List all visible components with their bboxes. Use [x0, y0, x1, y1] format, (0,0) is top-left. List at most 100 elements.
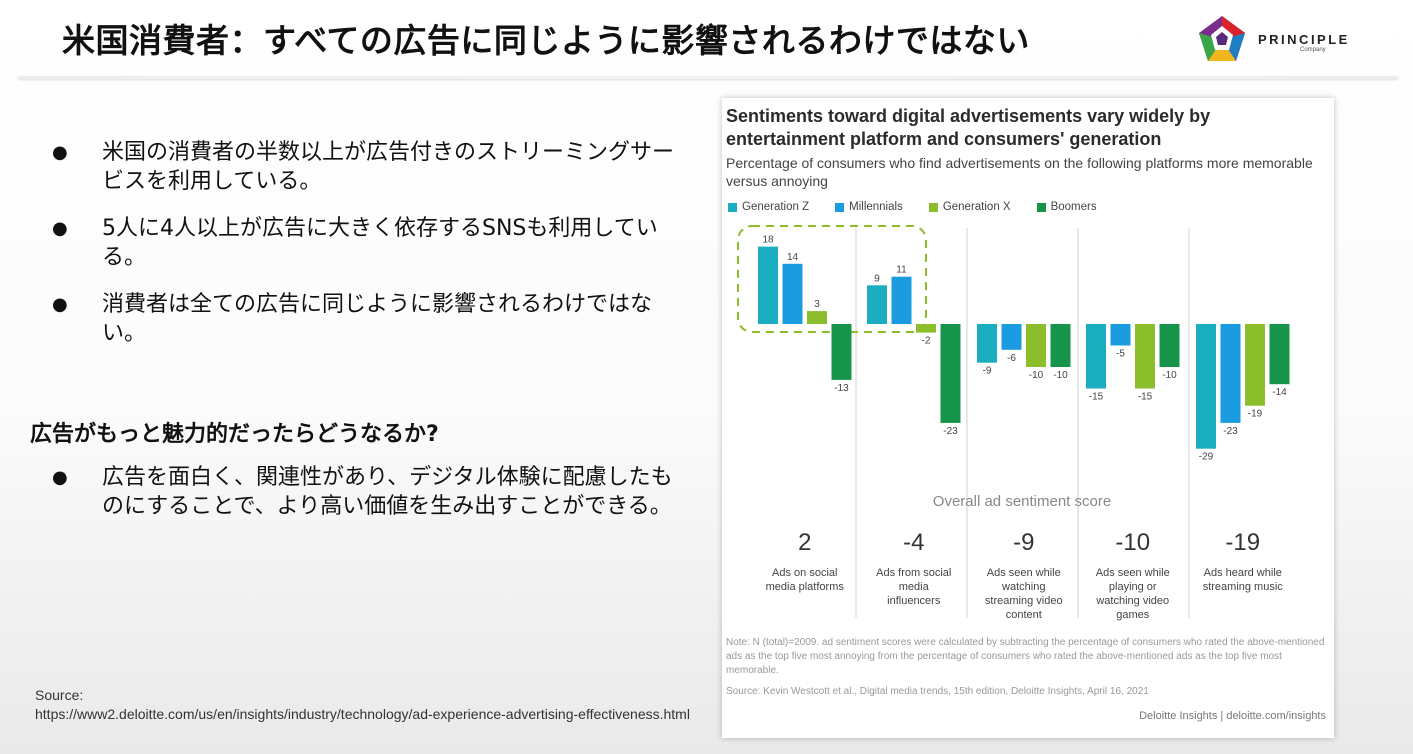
logo-subtext: Company: [1300, 47, 1326, 53]
bar-value-label: 18: [762, 235, 774, 246]
legend-item: Boomers: [1036, 201, 1097, 213]
bar: [1220, 324, 1241, 423]
bar: [940, 324, 961, 423]
bullet-item: ● 5人に4人以上が広告に大きく依存するSNSも利用している。: [52, 214, 692, 272]
legend-label: Generation X: [942, 201, 1011, 213]
header-divider: [18, 76, 1398, 79]
category-label: Ads seen while: [1096, 567, 1170, 579]
legend-label: Millennials: [849, 201, 903, 213]
bullet-dot-icon: ●: [52, 142, 68, 163]
category-label: Ads on social: [772, 567, 837, 579]
legend-swatch: [728, 202, 737, 212]
bar: [807, 311, 827, 324]
overall-score: -9: [1013, 529, 1034, 556]
bullet-item: ● 広告を面白く、関連性があり、デジタル体験に配慮したものにすることで、より高い価…: [52, 463, 692, 521]
bullet-dot-icon: ●: [52, 294, 68, 315]
bar-value-label: -5: [1116, 349, 1125, 360]
overall-score: 2: [798, 529, 811, 556]
bar-value-label: 14: [787, 252, 799, 263]
bullet-text: 消費者は全ての広告に同じように影響されるわけではない。: [102, 292, 653, 346]
legend-swatch: [835, 202, 845, 212]
slide-title: 米国消費者：すべての広告に同じように影響されるわけではない: [62, 21, 1030, 60]
bar-value-label: -13: [834, 383, 849, 394]
bar: [1269, 324, 1290, 385]
bar-value-label: -19: [1248, 409, 1263, 420]
legend-label: Boomers: [1050, 201, 1097, 213]
chart-legend: Generation Z Millennials Generation X Boome…: [728, 201, 1123, 213]
bullet-item: ● 消費者は全ての広告に同じように影響されるわけではない。: [52, 290, 692, 348]
overall-score: -10: [1115, 529, 1150, 556]
bar: [916, 324, 936, 333]
chart-note: Note: N (total)=2009. ad sentiment score…: [726, 637, 1325, 676]
category-label: streaming music: [1203, 581, 1284, 593]
overall-score: -4: [903, 529, 924, 556]
bar-value-label: 3: [814, 299, 820, 310]
bullet-text: 広告を面白く、関連性があり、デジタル体験に配慮したものにすることで、より高い価値…: [102, 465, 673, 519]
overall-score-heading: Overall ad sentiment score: [933, 493, 1111, 510]
logo-wordmark: PRINCIPLE: [1258, 32, 1350, 47]
principle-logo: PRINCIPLE Company: [1196, 14, 1376, 66]
legend-label: Generation Z: [742, 201, 810, 213]
bar: [831, 324, 852, 380]
chart-source: Source: Kevin Westcott et al., Digital m…: [726, 686, 1149, 697]
chart-brand: Deloitte Insights | deloitte.com/insight…: [1139, 710, 1326, 722]
category-label: games: [1116, 609, 1150, 621]
chart-card: Sentiments toward digital advertisements…: [722, 98, 1334, 738]
bullet-dot-icon: ●: [52, 467, 68, 488]
bar-value-label: -6: [1007, 353, 1016, 364]
bullet-list: ● 米国の消費者の半数以上が広告付きのストリーミングサービスを利用している。 ● 5…: [52, 138, 692, 366]
category-label: playing or: [1109, 581, 1157, 593]
source-text: Source: https://www2.deloitte.com/us/en/i…: [35, 687, 690, 722]
bar-value-label: 11: [896, 265, 907, 276]
category-label: watching: [1001, 581, 1045, 593]
legend-swatch: [1036, 202, 1046, 212]
bar: [782, 263, 803, 324]
bar-value-label: -10: [1162, 370, 1177, 381]
bullet-text: 米国の消費者の半数以上が広告付きのストリーミングサービスを利用している。: [102, 140, 675, 194]
category-label: Ads seen while: [987, 567, 1061, 579]
bar: [1026, 324, 1046, 367]
category-label: Ads heard while: [1204, 567, 1282, 579]
source-citation: Source: https://www2.deloitte.com/us/en/i…: [35, 686, 695, 724]
legend-item: Millennials: [835, 201, 903, 213]
chart-subtitle: Percentage of consumers who find adverti…: [726, 155, 1313, 189]
bar-value-label: -14: [1272, 387, 1287, 398]
bar-value-label: -23: [943, 426, 958, 437]
bar: [1196, 324, 1216, 449]
legend-item: Generation Z: [728, 201, 809, 213]
category-label: Ads from social: [876, 567, 951, 579]
overall-score: -19: [1225, 529, 1260, 556]
category-label: content: [1006, 609, 1042, 621]
bar: [1159, 324, 1180, 367]
bar-value-label: -10: [1053, 370, 1068, 381]
bar: [1086, 324, 1106, 389]
bar-value-label: 9: [874, 273, 880, 284]
pentagon-logo-icon: [1199, 16, 1245, 61]
bar-value-label: -23: [1223, 426, 1238, 437]
legend-swatch: [928, 202, 938, 212]
bar-value-label: -2: [922, 336, 931, 347]
bar: [1135, 324, 1155, 389]
category-label: watching video: [1095, 595, 1169, 607]
category-label: streaming video: [985, 595, 1063, 607]
bar: [758, 246, 778, 324]
bar: [891, 276, 912, 324]
bar: [977, 324, 997, 363]
category-label: media: [899, 581, 930, 593]
category-label: media platforms: [766, 581, 845, 593]
legend-item: Generation X: [928, 201, 1011, 213]
chart-title: Sentiments toward digital advertisements…: [726, 106, 1211, 149]
slide-header: 米国消費者：すべての広告に同じように影響されるわけではない PRINCIPLE …: [0, 0, 1413, 80]
bar-value-label: -15: [1138, 392, 1153, 403]
bar: [1245, 324, 1265, 406]
category-label: influencers: [887, 595, 941, 607]
bar-value-label: -29: [1199, 452, 1214, 463]
bar: [867, 285, 887, 324]
bar: [1050, 324, 1071, 367]
bullet-list-2: ● 広告を面白く、関連性があり、デジタル体験に配慮したものにすることで、より高い価…: [52, 463, 692, 539]
bullet-item: ● 米国の消費者の半数以上が広告付きのストリーミングサービスを利用している。: [52, 138, 692, 196]
bar: [1001, 324, 1022, 350]
bullet-dot-icon: ●: [52, 218, 68, 239]
bar-value-label: -15: [1089, 392, 1104, 403]
bullet-text: 5人に4人以上が広告に大きく依存するSNSも利用している。: [102, 216, 658, 270]
